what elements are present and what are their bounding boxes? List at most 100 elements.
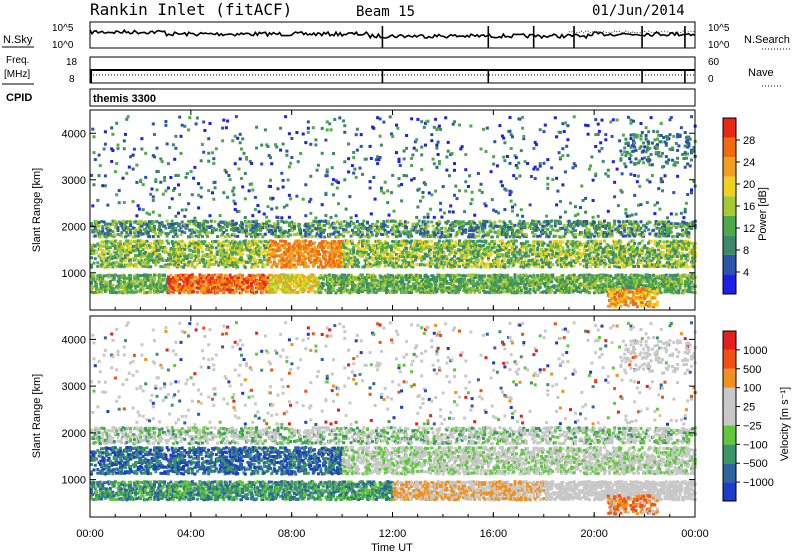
power-cell — [329, 275, 333, 279]
power-cell — [498, 239, 502, 243]
power-cell — [511, 252, 514, 256]
power-cell — [358, 247, 362, 251]
power-cell — [541, 244, 545, 248]
power-cell — [592, 239, 596, 243]
power-cell — [584, 285, 588, 288]
power-cell — [271, 282, 275, 286]
power-cell — [417, 286, 421, 290]
power-cell — [324, 254, 328, 258]
power-cell — [417, 254, 421, 258]
power-cell — [479, 282, 483, 286]
power-cell — [558, 250, 562, 254]
power-cell — [269, 260, 272, 264]
power-cell — [350, 239, 354, 243]
power-cell — [569, 240, 572, 244]
power-cell — [117, 246, 121, 250]
power-cell — [461, 261, 465, 265]
power-cell — [219, 241, 223, 245]
power-cell — [540, 258, 543, 262]
power-cell — [686, 281, 690, 285]
power-cell — [219, 248, 223, 252]
power-cell — [299, 277, 303, 281]
power-cell — [590, 240, 594, 244]
power-cell — [565, 263, 569, 267]
power-cell — [538, 240, 542, 244]
power-cell — [318, 288, 322, 292]
power-cell — [484, 239, 488, 243]
power-cell — [395, 290, 398, 294]
power-cell — [567, 290, 571, 294]
power-cell — [581, 289, 585, 292]
power-cell — [234, 290, 238, 294]
power-cell — [489, 262, 493, 266]
power-cell — [609, 274, 613, 278]
power-cell — [599, 246, 603, 250]
power-cell — [324, 258, 328, 262]
power-cell — [653, 248, 657, 252]
power-cell — [250, 256, 254, 260]
power-cell — [241, 252, 245, 256]
power-cell — [234, 252, 238, 256]
power-cell — [528, 246, 532, 250]
power-cell — [388, 252, 392, 256]
power-cell — [112, 277, 116, 281]
power-cell — [388, 282, 392, 286]
power-cell — [348, 291, 352, 295]
power-cell — [251, 263, 255, 267]
power-cell — [415, 290, 419, 294]
power-cell — [623, 254, 627, 258]
power-cell — [193, 249, 197, 253]
power-cell — [504, 286, 508, 290]
power-cell — [343, 273, 347, 277]
power-cell — [465, 258, 469, 262]
power-cell — [174, 250, 178, 254]
power-cell — [202, 258, 206, 262]
power-cell — [308, 286, 312, 290]
power-cell — [412, 282, 416, 286]
power-cell — [120, 264, 124, 268]
power-cell — [284, 265, 288, 269]
power-cell — [304, 286, 308, 290]
power-cell — [585, 248, 589, 252]
power-cell — [272, 284, 276, 288]
power-cell — [419, 244, 422, 248]
power-cell — [504, 252, 508, 255]
power-cell — [572, 273, 576, 277]
power-cell — [514, 239, 518, 243]
power-cell — [111, 265, 115, 269]
power-cell — [378, 254, 382, 258]
power-cell — [662, 250, 666, 254]
power-cell — [267, 256, 271, 260]
power-cell — [490, 264, 494, 268]
power-cell — [393, 246, 397, 250]
power-cell — [95, 282, 98, 286]
power-cell — [611, 256, 615, 260]
power-cell — [353, 278, 357, 282]
power-cell — [261, 241, 265, 245]
power-cell — [209, 290, 213, 294]
power-cell — [295, 286, 299, 289]
power-cell — [371, 249, 375, 252]
power-cell — [566, 239, 570, 243]
power-cell — [347, 254, 351, 257]
power-cell — [431, 257, 435, 261]
power-cell — [224, 274, 228, 278]
power-cell — [364, 242, 368, 246]
power-cell — [207, 290, 211, 294]
power-cell — [479, 239, 483, 243]
power-cell — [514, 281, 518, 285]
power-cell — [305, 244, 309, 248]
power-cell — [594, 244, 598, 248]
power-cell — [185, 244, 189, 248]
power-cell — [292, 246, 296, 250]
power-cell — [638, 250, 642, 254]
power-cell — [280, 277, 284, 281]
power-cell — [537, 242, 541, 246]
power-cell — [290, 276, 294, 280]
power-cell — [542, 282, 546, 285]
power-cell — [203, 261, 207, 265]
power-cell — [677, 251, 681, 255]
power-cell — [619, 240, 623, 244]
power-cell — [333, 248, 337, 252]
power-cell — [590, 255, 594, 259]
